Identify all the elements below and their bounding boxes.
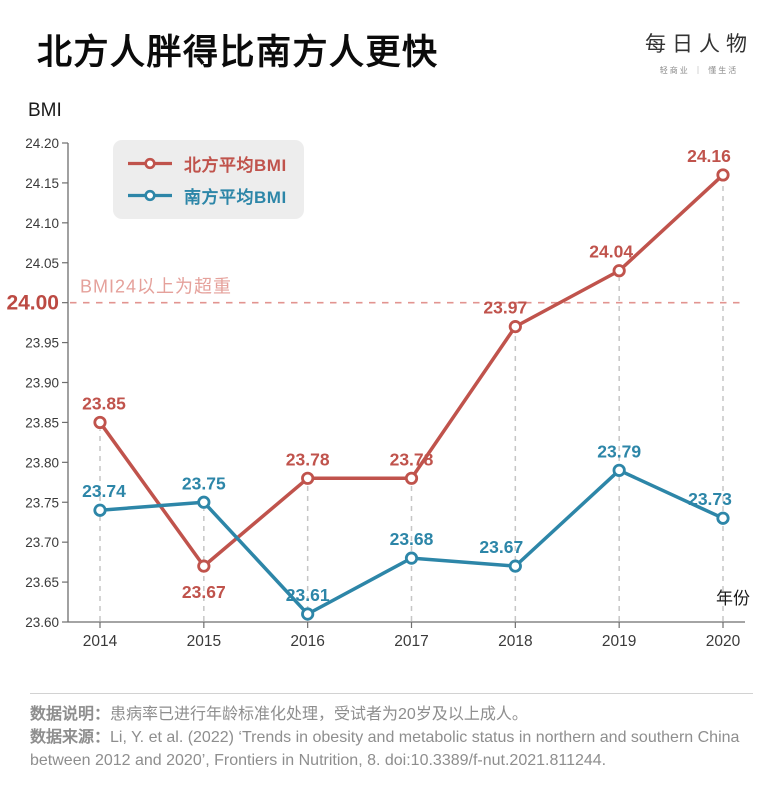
data-point-marker	[301, 607, 315, 621]
y-tick-label: 24.05	[25, 256, 59, 271]
legend-item-south: 南方平均BMI	[127, 183, 287, 208]
legend-line-marker-icon	[128, 189, 172, 202]
x-tick-label: 2016	[290, 633, 324, 650]
data-source-label: 数据来源：	[30, 729, 111, 747]
data-point-label: 23.79	[597, 441, 641, 461]
y-tick-label: 23.60	[25, 615, 59, 630]
data-note-text: 患病率已进行年龄标准化处理，受试者为20岁及以上成人。	[110, 706, 528, 723]
data-source-text: Li, Y. et al. (2022) ‘Trends in obesity …	[30, 729, 740, 770]
brand-tagline: 轻商业 ｜ 懂生活	[659, 66, 739, 75]
data-point-marker	[197, 559, 211, 573]
x-axis-title: 年份	[716, 589, 750, 608]
y-tick-label: 24.15	[25, 176, 59, 191]
data-point-label: 24.04	[589, 242, 633, 262]
x-tick-label: 2017	[394, 633, 428, 650]
data-point-label: 23.73	[688, 489, 732, 509]
y-axis-title: BMI	[28, 100, 62, 121]
legend-label-south: 南方平均BMI	[184, 188, 287, 207]
data-point-marker	[197, 495, 211, 509]
data-point-marker	[301, 471, 315, 485]
data-note-line: 数据说明：患病率已进行年龄标准化处理，受试者为20岁及以上成人。	[30, 703, 753, 726]
legend-item-north: 北方平均BMI	[127, 151, 287, 176]
y-tick-label: 23.95	[25, 336, 59, 351]
y-tick-label: 23.80	[25, 455, 59, 470]
brand-logo: 每日人物 轻商业 ｜ 懂生活	[634, 28, 764, 76]
y-tick-label: 23.85	[25, 415, 59, 430]
y-tick-label: 23.75	[25, 495, 59, 510]
chart-legend: 北方平均BMI 南方平均BMI	[113, 140, 304, 219]
x-tick-label: 2020	[706, 633, 741, 650]
data-point-label: 24.16	[687, 146, 731, 166]
data-point-label: 23.75	[182, 473, 226, 493]
data-point-marker	[404, 471, 419, 485]
y-tick-label: 23.70	[25, 535, 59, 550]
data-point-label: 23.78	[286, 449, 330, 469]
data-point-marker	[93, 415, 107, 430]
y-tick-label: 23.65	[25, 575, 59, 590]
data-point-label: 23.67	[479, 537, 523, 557]
brand-wordmark: 每日人物	[645, 33, 753, 56]
data-point-label: 23.67	[182, 582, 226, 602]
data-point-label: 23.97	[483, 298, 527, 318]
x-tick-label: 2014	[83, 633, 118, 650]
data-point-marker	[612, 264, 626, 278]
bmi-line-chart: BMI24以上为超重 23.60 23.65 23.70 23.75 23.80 23.85…	[6, 136, 750, 650]
data-point-label: 23.78	[390, 449, 434, 469]
footer-notes: 数据说明：患病率已进行年龄标准化处理，受试者为20岁及以上成人。 数据来源：Li…	[30, 693, 753, 773]
x-tick-label: 2015	[187, 633, 221, 650]
data-point-marker	[508, 559, 522, 573]
data-point-marker	[508, 320, 522, 334]
data-point-marker	[93, 503, 107, 517]
data-point-label: 23.74	[82, 481, 126, 501]
legend-label-north: 北方平均BMI	[184, 156, 287, 175]
y-tick-label: 24.10	[25, 216, 59, 231]
data-point-label: 23.61	[286, 585, 330, 605]
legend-line-marker-icon	[128, 157, 172, 170]
data-point-marker	[404, 551, 419, 565]
page-title: 北方人胖得比南方人更快	[37, 33, 439, 72]
threshold-annotation: BMI24以上为超重	[80, 277, 232, 297]
data-point-label: 23.85	[82, 393, 126, 413]
y-tick-label: 23.90	[25, 376, 59, 391]
data-point-marker	[612, 463, 626, 477]
data-source-line: 数据来源：Li, Y. et al. (2022) ‘Trends in obe…	[30, 726, 753, 772]
y-tick-label: 24.20	[25, 136, 59, 151]
data-point-marker	[716, 168, 730, 182]
data-point-marker	[716, 511, 730, 525]
data-note-label: 数据说明：	[30, 706, 111, 723]
x-tick-label: 2019	[602, 633, 636, 650]
data-point-label: 23.68	[390, 529, 434, 549]
x-tick-label: 2018	[498, 633, 532, 650]
y-tick-label: 24.00	[6, 292, 59, 315]
